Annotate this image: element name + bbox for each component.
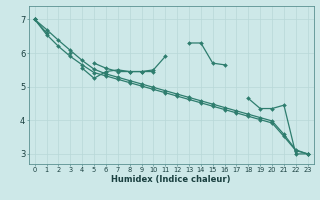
X-axis label: Humidex (Indice chaleur): Humidex (Indice chaleur) (111, 175, 231, 184)
